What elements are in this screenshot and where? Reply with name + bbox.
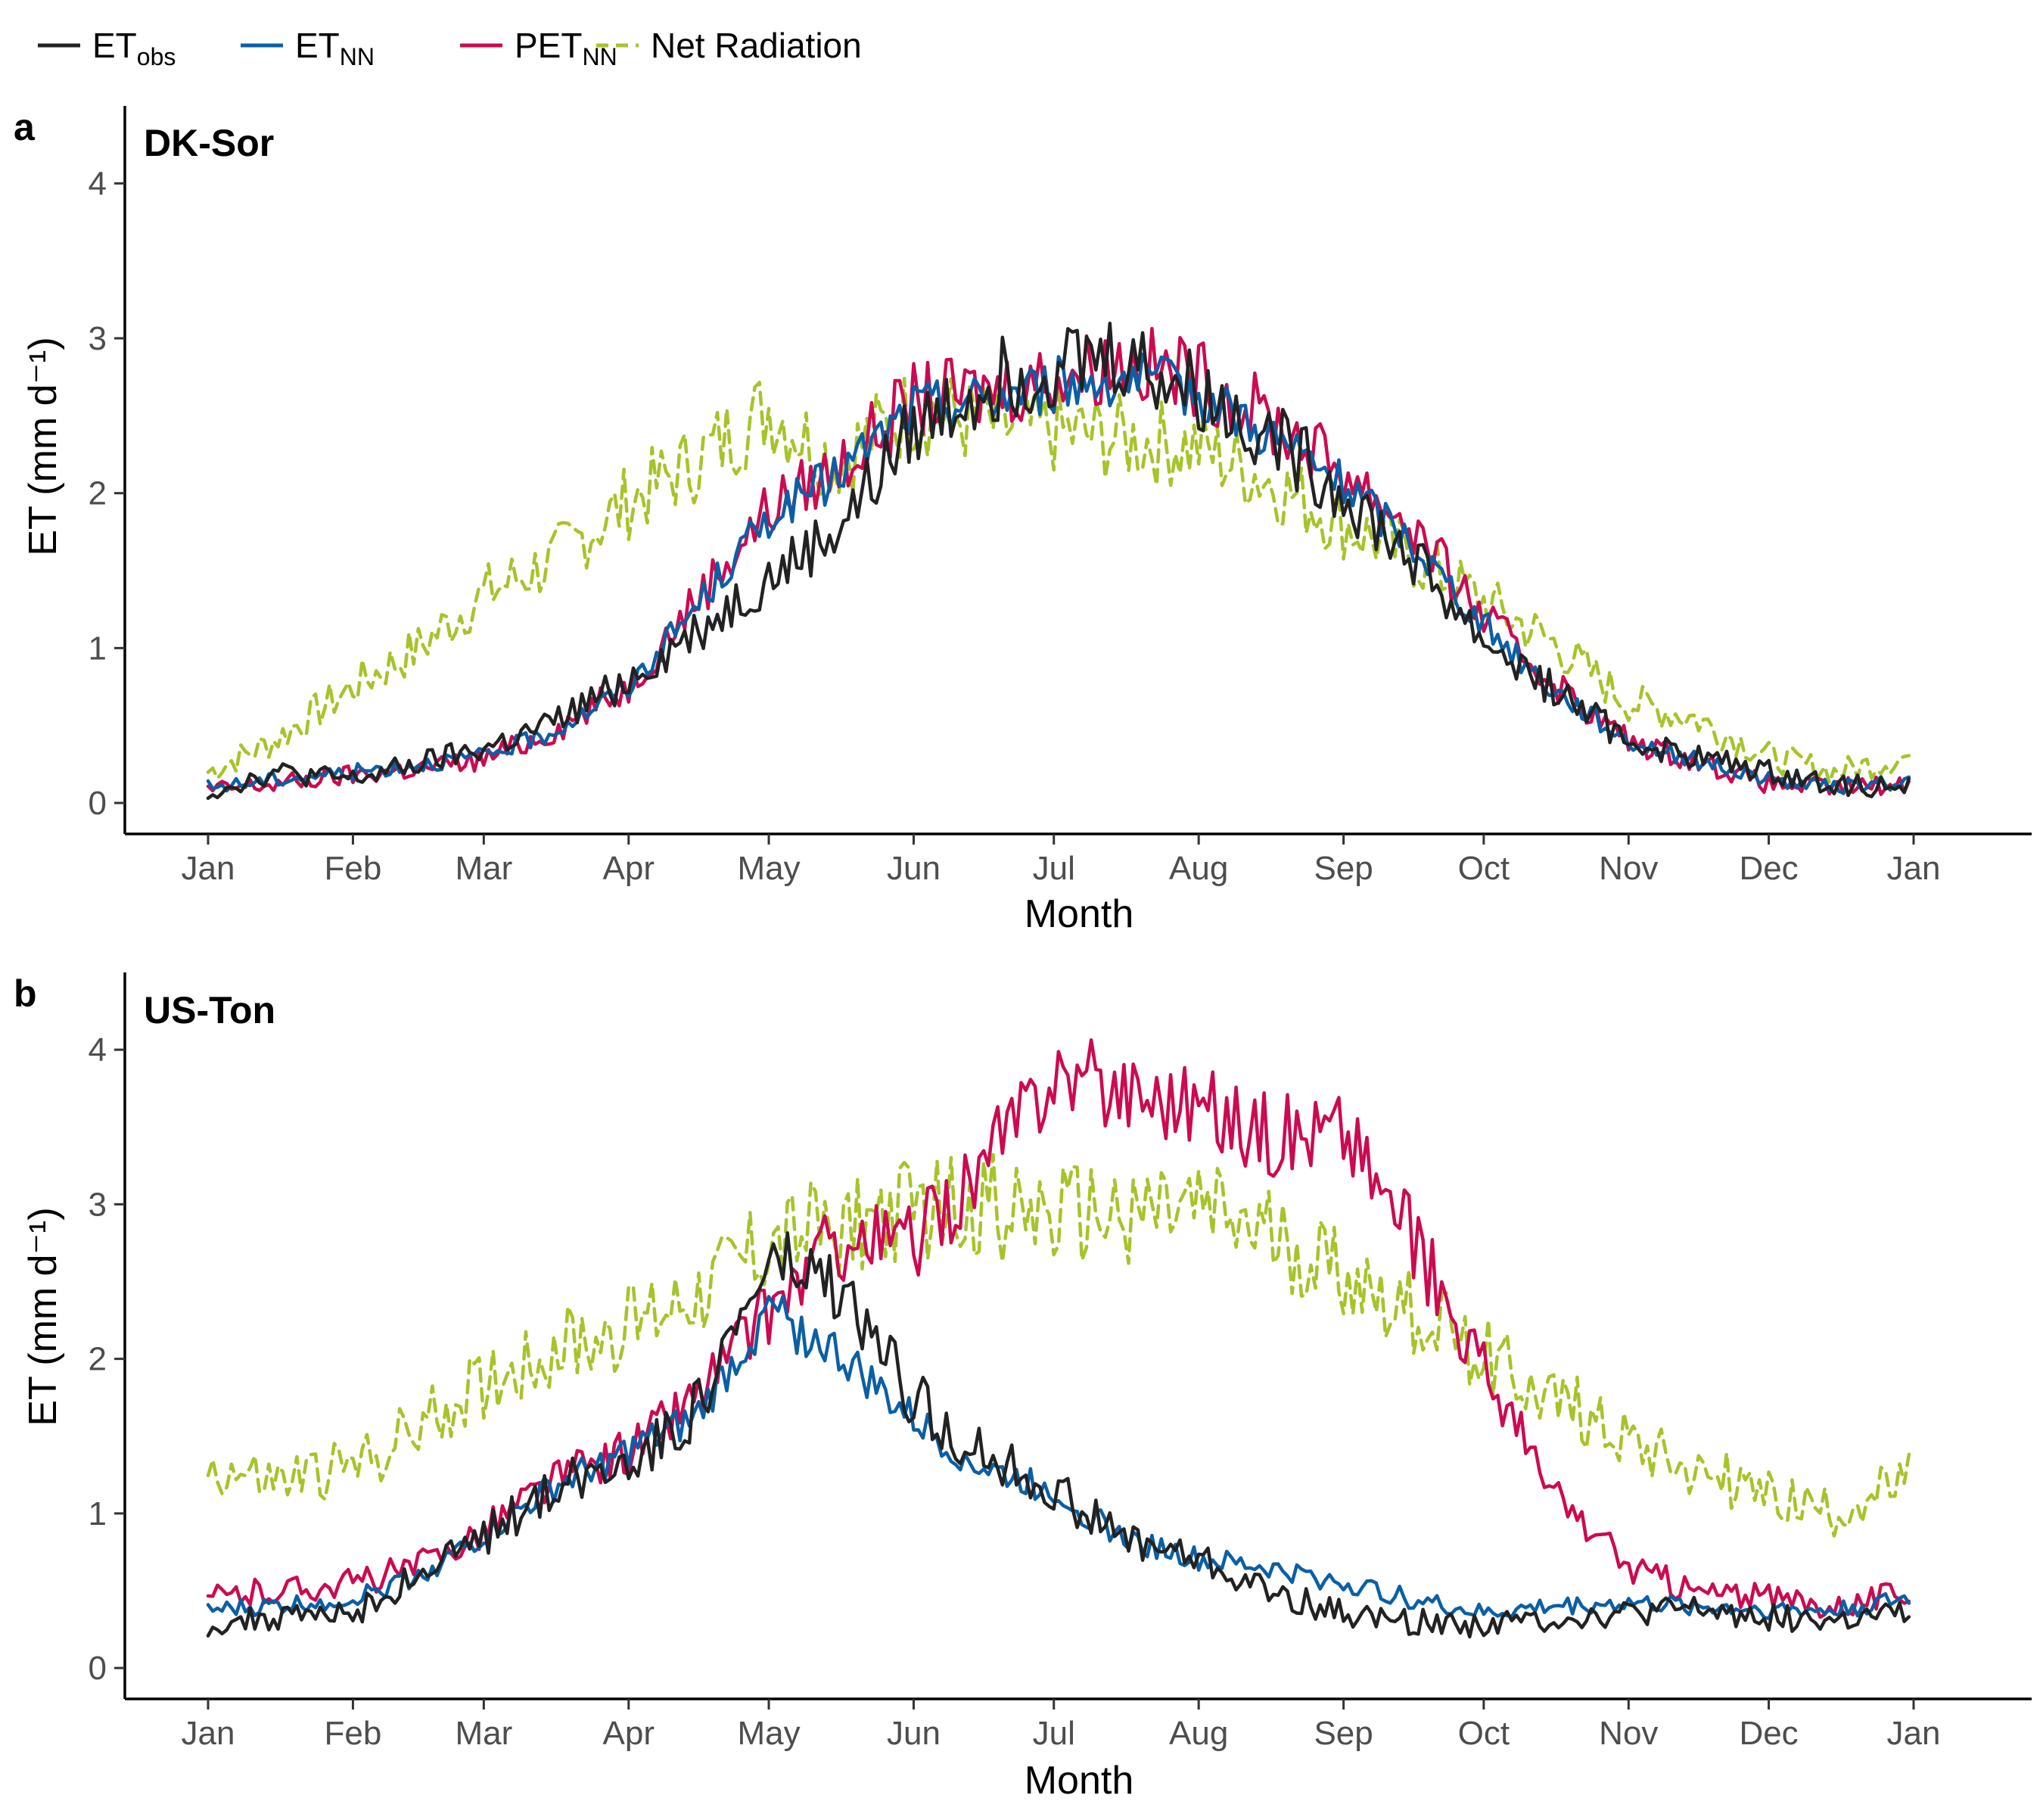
x-tick-label: Jan xyxy=(1887,850,1941,887)
x-axis-title: Month xyxy=(1025,892,1134,936)
legend-item: Net Radiation xyxy=(596,26,862,65)
legend-item: ETNN xyxy=(241,26,375,70)
y-axis-title: ET (mm d⁻¹) xyxy=(21,337,65,555)
y-tick-label: 4 xyxy=(89,165,107,202)
x-tick-label: Oct xyxy=(1458,1715,1510,1752)
site-label: US-Ton xyxy=(144,989,275,1031)
y-tick-label: 1 xyxy=(89,1495,107,1532)
y-tick-label: 0 xyxy=(89,785,107,822)
series-net-radiation xyxy=(206,1153,1911,1538)
legend-label: PETNN xyxy=(515,26,617,70)
x-tick-label: Apr xyxy=(603,850,655,887)
x-tick-label: Feb xyxy=(325,850,382,887)
x-tick-label: Apr xyxy=(603,1715,655,1752)
x-tick-label: Jun xyxy=(887,850,941,887)
x-tick-label: May xyxy=(737,1715,800,1752)
panel-b: b US-Ton 0 1 2 3 4 Jan Feb Mar Apr May Jun Jul Aug Se… xyxy=(14,972,2032,1803)
legend-item: ETobs xyxy=(38,26,176,70)
x-tick-label: Jan xyxy=(182,850,235,887)
y-tick-label: 2 xyxy=(89,1341,107,1378)
x-tick-label: Jun xyxy=(887,1715,941,1752)
series-et-obs xyxy=(206,1230,1911,1639)
x-tick-label: Jul xyxy=(1033,850,1075,887)
x-tick-label: Sep xyxy=(1314,850,1373,887)
y-tick-label: 3 xyxy=(89,1186,107,1223)
y-axis-title: ET (mm d⁻¹) xyxy=(21,1207,65,1426)
plot-area: 0 1 2 3 4 Jan Feb Mar Apr May Jun Jul Aug Sep Oct Nov De… xyxy=(89,106,2032,887)
legend-item: PETNN xyxy=(460,26,617,70)
panel-letter: a xyxy=(14,106,36,148)
panel-a: a DK-Sor 0 1 2 3 4 Jan Feb Mar Apr May Jun Jul Aug Se… xyxy=(14,106,2032,936)
x-tick-label: Jan xyxy=(1887,1715,1941,1752)
legend: ETobs ETNN PETNN Net Radiation xyxy=(38,26,862,70)
x-tick-label: Nov xyxy=(1599,1715,1658,1752)
series-et-obs xyxy=(206,322,1911,801)
x-tick-label: Dec xyxy=(1739,850,1798,887)
series-et-nn xyxy=(206,352,1911,795)
x-tick-label: Mar xyxy=(455,850,512,887)
plot-area: 0 1 2 3 4 Jan Feb Mar Apr May Jun Jul Aug Sep Oct Nov De… xyxy=(89,972,2032,1752)
x-tick-label: Feb xyxy=(325,1715,382,1752)
legend-label: ETobs xyxy=(92,26,176,70)
x-tick-label: Oct xyxy=(1458,850,1510,887)
series-pet-nn xyxy=(206,1038,1911,1619)
x-tick-label: Jul xyxy=(1033,1715,1075,1752)
x-tick-label: Nov xyxy=(1599,850,1658,887)
y-tick-label: 4 xyxy=(89,1031,107,1069)
legend-label: Net Radiation xyxy=(651,26,862,65)
y-tick-label: 3 xyxy=(89,320,107,357)
site-label: DK-Sor xyxy=(144,122,274,164)
x-tick-label: Aug xyxy=(1169,1715,1228,1752)
x-tick-label: Sep xyxy=(1314,1715,1373,1752)
y-tick-label: 0 xyxy=(89,1650,107,1687)
y-tick-label: 2 xyxy=(89,475,107,512)
series-net-radiation xyxy=(206,376,1911,785)
x-tick-label: May xyxy=(737,850,800,887)
x-tick-label: Mar xyxy=(455,1715,512,1752)
legend-label: ETNN xyxy=(295,26,375,70)
x-axis-title: Month xyxy=(1025,1759,1134,1803)
panel-letter: b xyxy=(14,972,37,1015)
y-tick-label: 1 xyxy=(89,630,107,667)
x-tick-label: Aug xyxy=(1169,850,1228,887)
x-tick-label: Jan xyxy=(182,1715,235,1752)
x-tick-label: Dec xyxy=(1739,1715,1798,1752)
